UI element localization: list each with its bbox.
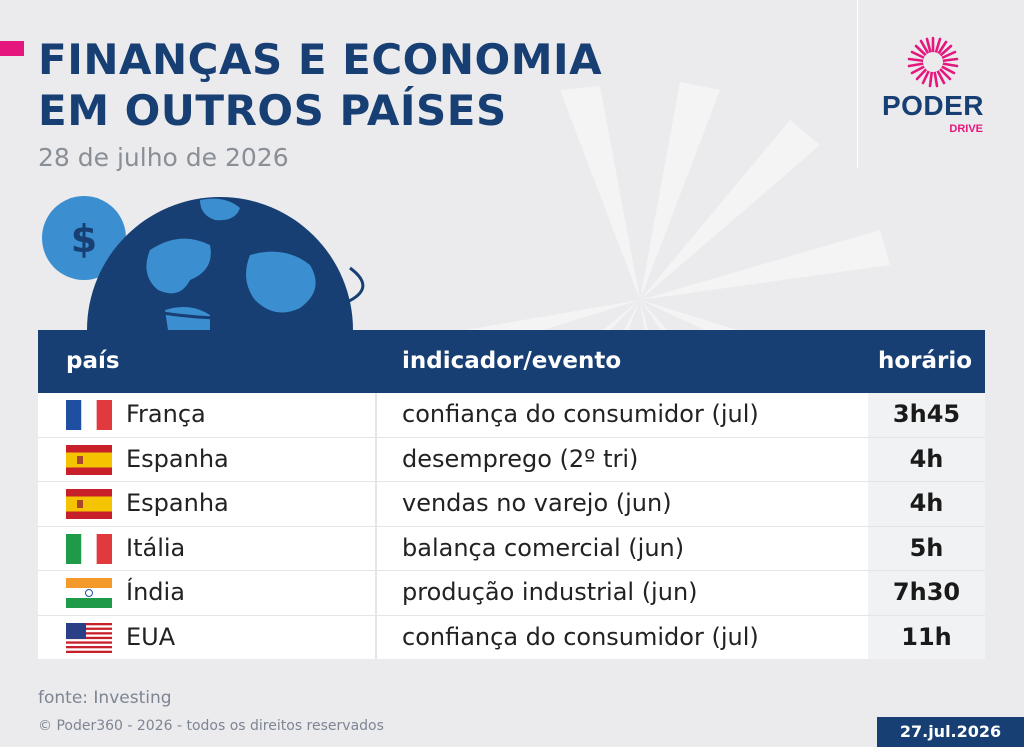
header-divider	[857, 0, 858, 168]
globe-icon	[87, 197, 365, 332]
india-flag-icon	[66, 578, 112, 608]
indicator-name: produção industrial (jun)	[402, 578, 698, 606]
time-cell: 4h	[868, 482, 985, 526]
table-header: país indicador/evento horário	[38, 330, 985, 393]
table-row: Índia produção industrial (jun) 7h30	[38, 570, 985, 615]
country-name: Espanha	[126, 489, 229, 517]
country-name: EUA	[126, 622, 176, 651]
title-line-1: FINANÇAS E ECONOMIA	[38, 35, 603, 84]
column-divider	[375, 437, 377, 481]
radial-burst-icon	[907, 36, 959, 88]
dollar-symbol: $	[71, 217, 97, 261]
table-row: Itália balança comercial (jun) 5h	[38, 525, 985, 570]
country-name: Itália	[126, 533, 186, 562]
economic-calendar-table: país indicador/evento horário França con…	[38, 330, 985, 659]
logo-wordmark: PODER	[881, 90, 985, 121]
indicator-name: vendas no varejo (jun)	[402, 489, 672, 517]
table-row: Espanha vendas no varejo (jun) 4h	[38, 481, 985, 526]
copyright-note: © Poder360 - 2026 - todos os direitos re…	[38, 718, 384, 734]
event-time: 7h30	[892, 578, 961, 606]
column-divider	[375, 526, 377, 570]
spain-flag-icon	[66, 489, 112, 519]
globe-illustration: $	[42, 196, 365, 332]
time-cell: 3h45	[868, 393, 985, 437]
source-note: fonte: Investing	[38, 688, 172, 708]
poder-drive-logo: PODER DRIVE	[878, 36, 988, 146]
page-date-subtitle: 28 de julho de 2026	[38, 143, 289, 172]
spain-flag-icon	[66, 444, 112, 475]
country-name: Espanha	[126, 444, 229, 473]
page-title: FINANÇAS E ECONOMIA EM OUTROS PAÍSES	[38, 34, 602, 136]
event-time: 3h45	[892, 400, 961, 428]
footer-date-badge: 27.jul.2026	[877, 717, 1024, 747]
column-divider	[375, 571, 377, 615]
event-time: 4h	[909, 489, 944, 517]
time-cell: 5h	[868, 526, 985, 570]
time-cell: 7h30	[868, 571, 985, 615]
header-time: horário	[878, 348, 973, 374]
table-row: França confiança do consumidor (jul) 3h4…	[38, 393, 985, 437]
event-time: 11h	[901, 622, 952, 651]
country-name: França	[126, 400, 206, 428]
indicator-name: confiança do consumidor (jul)	[402, 400, 759, 428]
france-flag-icon	[66, 400, 112, 430]
header-indicator: indicador/evento	[402, 348, 622, 374]
italy-flag-icon	[66, 533, 112, 564]
title-line-2: EM OUTROS PAÍSES	[38, 86, 507, 135]
indicator-name: balança comercial (jun)	[402, 533, 685, 562]
table-row: EUA confiança do consumidor (jul) 11h	[38, 614, 985, 659]
table-row: Espanha desemprego (2º tri) 4h	[38, 436, 985, 481]
logo-subtitle: DRIVE	[949, 123, 983, 135]
column-divider	[375, 393, 377, 437]
header-country: país	[66, 348, 120, 374]
usa-flag-icon	[66, 622, 112, 653]
time-cell: 11h	[868, 615, 985, 659]
indicator-name: confiança do consumidor (jul)	[402, 622, 759, 651]
column-divider	[375, 482, 377, 526]
event-time: 4h	[909, 444, 944, 473]
event-time: 5h	[909, 533, 944, 562]
dollar-coin-icon: $	[42, 196, 126, 280]
column-divider	[375, 615, 377, 659]
indicator-name: desemprego (2º tri)	[402, 444, 639, 473]
country-name: Índia	[126, 578, 185, 606]
title-accent-bar	[0, 41, 24, 56]
time-cell: 4h	[868, 437, 985, 481]
